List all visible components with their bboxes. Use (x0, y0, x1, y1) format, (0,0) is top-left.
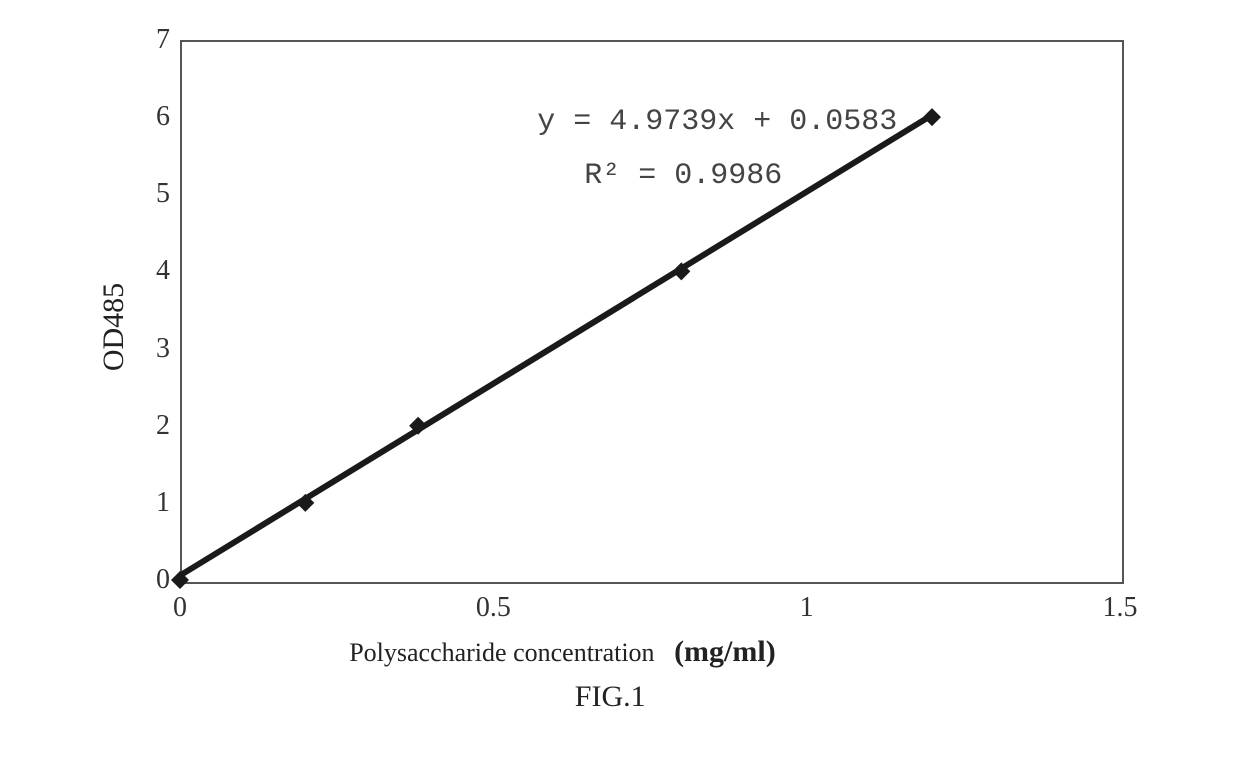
equation-line-2: R² = 0.9986 (584, 159, 782, 193)
x-tick-label: 0 (173, 592, 187, 624)
y-tick-label: 0 (130, 564, 170, 596)
chart-container: OD485 Polysaccharide concentration (mg/m… (90, 30, 1140, 710)
x-axis-label: Polysaccharide concentration (mg/ml) (349, 635, 776, 669)
fit-line (180, 115, 932, 575)
figure-caption: FIG.1 (575, 680, 646, 714)
x-tick-label: 0.5 (476, 592, 511, 624)
x-tick-label: 1 (800, 592, 814, 624)
equation-line-1: y = 4.9739x + 0.0583 (537, 105, 897, 139)
y-tick-label: 2 (130, 410, 170, 442)
x-axis-label-text: Polysaccharide concentration (349, 638, 654, 667)
y-tick-label: 5 (130, 178, 170, 210)
y-tick-label: 7 (130, 24, 170, 56)
y-tick-label: 4 (130, 255, 170, 287)
y-tick-label: 3 (130, 333, 170, 365)
y-axis-label: OD485 (97, 283, 131, 371)
data-marker (923, 108, 941, 126)
y-tick-label: 6 (130, 101, 170, 133)
x-axis-label-unit: (mg/ml) (674, 635, 776, 668)
y-tick-label: 1 (130, 487, 170, 519)
x-tick-label: 1.5 (1103, 592, 1138, 624)
